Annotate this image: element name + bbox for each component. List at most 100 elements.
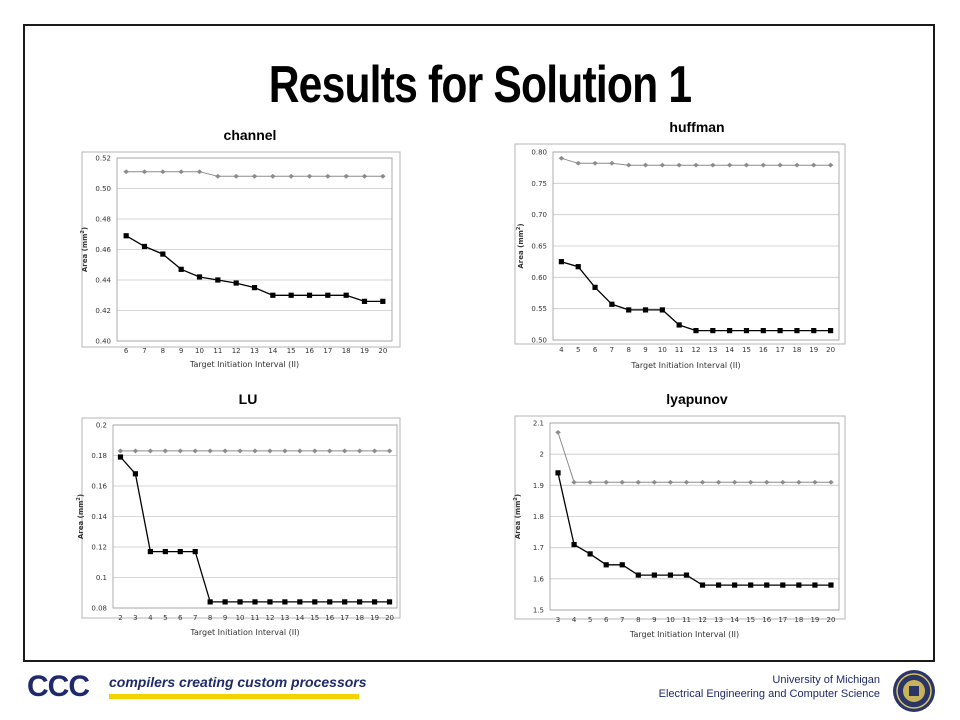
x-tick-label: 6 [178,614,183,622]
x-tick-label: 10 [658,346,667,354]
x-axis-label: Target Initiation Interval (II) [189,360,299,369]
x-tick-label: 3 [133,614,137,622]
data-point-square [812,582,818,588]
data-point-square [357,599,363,605]
y-tick-label: 1.9 [533,482,544,490]
data-point-diamond [361,173,368,179]
data-point-diamond [558,155,565,161]
data-point-square [575,264,581,270]
data-point-square [609,301,615,307]
data-point-diamond [326,448,333,454]
y-tick-label: 0.70 [531,211,547,219]
data-point-square [222,599,228,605]
data-point-diamond [267,448,273,454]
y-tick-label: 0.1 [96,574,107,582]
data-point-square [828,582,834,588]
y-tick-label: 0.08 [91,605,107,613]
y-tick-label: 0.16 [91,483,107,491]
data-point-square [270,292,276,298]
data-point-diamond [699,479,706,485]
x-tick-label: 5 [576,346,580,354]
y-tick-label: 2 [540,451,544,459]
data-point-diamond [683,479,690,485]
data-point-diamond [162,448,169,454]
x-tick-label: 20 [378,347,387,355]
x-tick-label: 15 [742,346,751,354]
data-point-diamond [812,479,818,485]
data-point-diamond [625,162,632,168]
y-tick-label: 0.48 [95,216,111,224]
data-point-square [777,328,783,334]
y-tick-label: 0.42 [95,307,111,315]
data-point-square [207,599,213,605]
x-tick-label: 16 [759,346,768,354]
x-tick-label: 16 [325,614,334,622]
chart-frame [514,143,846,345]
university-name: University of Michigan [772,674,880,686]
x-tick-label: 9 [643,346,647,354]
data-point-diamond [659,162,666,168]
data-point-square [251,285,258,291]
chart-1: 0.50 0.55 0.60 0.65 0.70 0.75 0.80 4 5 6 7 8 9 10 11 12… [514,119,846,370]
x-tick-label: 10 [236,614,245,622]
y-tick-label: 0.55 [531,305,547,313]
data-point-square [693,328,699,334]
data-point-square [683,572,690,578]
data-point-diamond [592,160,598,166]
data-point-square [215,277,221,283]
x-tick-label: 13 [280,614,289,622]
y-axis-label: Area (mm2) [513,494,522,539]
data-point-square [635,572,641,578]
x-tick-label: 9 [223,614,227,622]
x-axis-label: Target Initiation Interval (II) [630,361,740,370]
data-point-diamond [343,173,349,179]
chart-title: huffman [669,119,724,135]
y-tick-label: 0.65 [531,243,547,251]
x-tick-label: 9 [652,616,656,624]
x-tick-label: 7 [620,616,624,624]
data-point-diamond [380,173,386,179]
data-point-square [748,582,754,588]
data-point-square [764,582,770,588]
data-point-diamond [710,162,716,168]
plot-area [112,424,398,609]
data-point-diamond [270,173,276,179]
data-point-diamond [726,162,733,168]
data-point-diamond [619,479,626,485]
data-point-diamond [743,162,750,168]
data-point-square [386,599,393,605]
y-tick-label: 0.46 [95,246,111,254]
y-tick-label: 0.44 [95,277,111,285]
data-point-square [288,292,294,298]
data-point-diamond [635,479,642,485]
x-tick-label: 12 [692,346,701,354]
data-point-square [282,599,288,605]
data-point-diamond [147,448,154,454]
x-tick-label: 18 [355,614,364,622]
data-point-diamond [780,479,786,485]
data-point-diamond [763,479,770,485]
data-point-square [306,292,313,298]
data-point-diamond [356,448,363,454]
data-point-diamond [192,448,199,454]
x-tick-label: 14 [725,346,734,354]
data-point-square [651,572,657,578]
data-point-square [312,599,318,605]
data-point-diamond [575,160,582,166]
data-point-square [676,322,682,328]
x-tick-label: 17 [323,347,332,355]
data-point-square [237,599,243,605]
data-point-square [361,298,368,304]
data-point-square [555,470,561,476]
data-point-square [178,266,184,272]
x-tick-label: 18 [794,616,803,624]
data-point-diamond [132,448,139,454]
y-tick-label: 1.8 [533,513,544,521]
chart-3: 1.5 1.6 1.7 1.8 1.9 2 2.1 3 4 5 6 7 8 9 10 11 12 13 14 15 16… [513,391,846,639]
data-point-square [325,292,331,298]
data-point-diamond [796,479,802,485]
data-point-diamond [237,448,243,454]
x-tick-label: 15 [310,614,319,622]
y-tick-label: 1.7 [533,544,544,552]
data-point-square [123,233,129,239]
